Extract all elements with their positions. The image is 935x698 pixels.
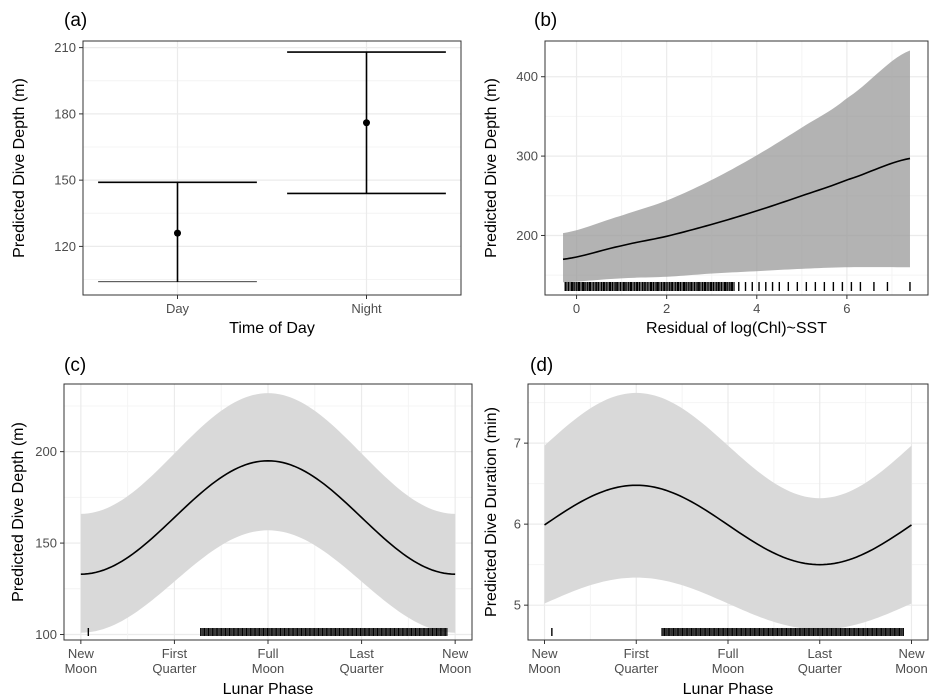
y-tick-label: 210 [54,40,76,55]
y-axis-title: Predicted Dive Duration (min) [483,407,500,617]
x-tick-label: Moon [65,661,98,676]
y-axis-title: Predicted Dive Depth (m) [10,422,27,602]
chart-panel-3: 567NewMoonFirstQuarterFullMoonLastQuarte… [483,355,929,698]
panel-tag: (d) [530,355,553,376]
y-tick-label: 150 [35,536,57,551]
x-axis-title: Residual of log(Chl)~SST [646,320,827,337]
x-tick-label: First [624,646,650,661]
x-tick-label: Quarter [614,661,659,676]
y-tick-label: 200 [516,228,538,243]
x-tick-label: 2 [663,301,670,316]
confidence-band [563,50,910,283]
x-tick-label: Moon [252,661,285,676]
x-tick-label: New [532,646,559,661]
y-tick-label: 5 [514,598,521,613]
confidence-band [544,392,912,630]
x-axis-title: Lunar Phase [223,681,314,698]
x-tick-label: 6 [843,301,850,316]
y-tick-label: 100 [35,627,57,642]
x-tick-label: Quarter [340,661,385,676]
y-tick-label: 150 [54,173,76,188]
x-tick-label: Quarter [798,661,843,676]
x-tick-label: Quarter [152,661,197,676]
x-tick-label: Moon [439,661,472,676]
chart-panel-2: 100150200NewMoonFirstQuarterFullMoonLast… [10,355,473,698]
y-tick-label: 180 [54,106,76,121]
x-axis-title: Lunar Phase [683,681,774,698]
panel-border [544,40,929,296]
x-tick-label: Last [349,646,374,661]
x-axis-title: Time of Day [229,320,315,337]
chart-panel-0: 120 150 180 210 Day Night Time of Day Predicted… [11,10,462,337]
y-axis-title: Predicted Dive Depth (m) [483,78,500,258]
x-tick-label: Day [166,301,190,316]
x-tick-label: New [442,646,469,661]
panel-background [83,41,461,295]
x-tick-label: Night [351,301,382,316]
chart-panel-1: 200 300 400 0 2 4 6 Residual of log(Chl)~SST Pre… [483,10,929,337]
fitted-line [544,484,912,566]
point-estimate [174,229,181,237]
x-tick-label: Moon [712,661,745,676]
x-tick-label: 0 [573,301,580,316]
x-tick-label: Full [258,646,279,661]
y-axis-title: Predicted Dive Depth (m) [11,78,28,258]
panel-tag: (a) [64,10,87,31]
fitted-line [80,459,456,575]
x-tick-label: 4 [753,301,760,316]
panel-tag: (b) [534,10,557,31]
x-tick-label: Full [718,646,739,661]
x-tick-label: Last [807,646,832,661]
x-tick-label: New [68,646,95,661]
x-tick-label: Moon [895,661,928,676]
panel-tag: (c) [64,355,86,376]
y-tick-label: 300 [516,149,538,164]
y-tick-label: 6 [514,517,521,532]
y-tick-label: 7 [514,436,521,451]
point-estimate [363,119,370,127]
y-tick-label: 400 [516,69,538,84]
fitted-line [562,157,911,261]
y-tick-label: 120 [54,239,76,254]
x-tick-label: First [162,646,188,661]
x-tick-label: New [898,646,925,661]
panel-border [82,40,462,296]
confidence-band [80,393,456,633]
x-tick-label: Moon [528,661,561,676]
y-tick-label: 200 [35,444,57,459]
